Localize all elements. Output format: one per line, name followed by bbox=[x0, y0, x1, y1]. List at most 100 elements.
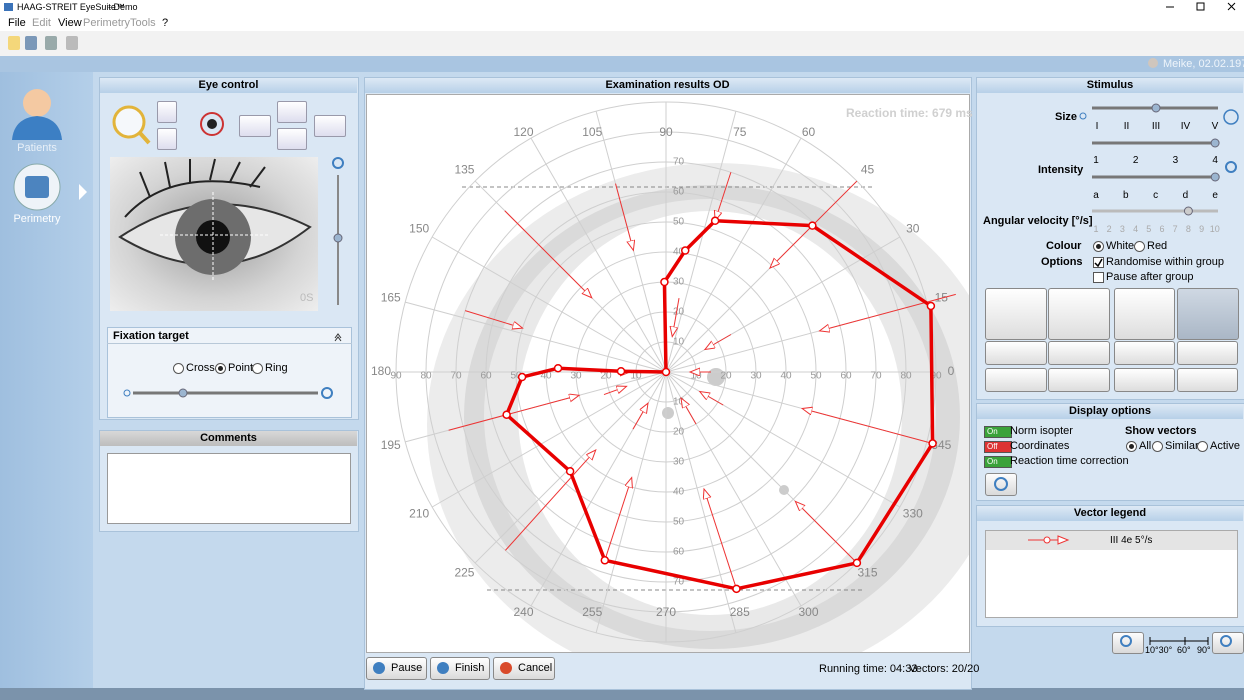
checkbox[interactable] bbox=[1093, 272, 1104, 283]
zoom-in-button[interactable] bbox=[1112, 632, 1144, 654]
menu-item[interactable]: Tools bbox=[130, 17, 156, 29]
panel-header: Display options bbox=[977, 404, 1243, 419]
vector-option: Similar bbox=[1165, 440, 1199, 452]
arrow-button[interactable] bbox=[157, 101, 177, 123]
angle-label: 300 bbox=[798, 605, 818, 619]
legend-entry: III 4e 5°/s bbox=[1110, 535, 1152, 546]
radio-button[interactable] bbox=[1152, 441, 1163, 452]
toggle-label: Norm isopter bbox=[1010, 425, 1073, 437]
isopter-point bbox=[567, 468, 574, 475]
tool-button[interactable] bbox=[985, 368, 1047, 392]
sidebar-label: Perimetry bbox=[13, 213, 60, 225]
comments-input[interactable] bbox=[107, 453, 351, 524]
angle-label: 255 bbox=[582, 605, 602, 619]
arrow-button[interactable] bbox=[277, 128, 307, 150]
angle-label: 285 bbox=[730, 605, 750, 619]
angle-label: 270 bbox=[656, 605, 676, 619]
toggle-label: Reaction time correction bbox=[1010, 455, 1129, 467]
menu-item[interactable]: Perimetry bbox=[83, 17, 130, 29]
angle-label: 0 bbox=[948, 364, 955, 378]
tool-button[interactable] bbox=[1048, 341, 1110, 365]
arrow-button[interactable] bbox=[157, 128, 177, 150]
tool-button[interactable] bbox=[1177, 368, 1238, 392]
check-path bbox=[1095, 259, 1102, 266]
radio-button[interactable] bbox=[1134, 241, 1145, 252]
button-label: Cancel bbox=[518, 662, 552, 674]
menu-item[interactable]: File bbox=[8, 17, 26, 29]
arrow-button[interactable] bbox=[277, 101, 307, 123]
radio-button[interactable] bbox=[1197, 441, 1208, 452]
tool-button[interactable] bbox=[1177, 288, 1239, 340]
zoom-label: 90° bbox=[1197, 645, 1211, 655]
option-label: Randomise within group bbox=[1106, 256, 1224, 268]
radio-button[interactable] bbox=[1093, 241, 1104, 252]
tool-button[interactable] bbox=[1048, 288, 1110, 340]
tool-button[interactable] bbox=[1114, 341, 1175, 365]
toggle-switch[interactable]: Off bbox=[984, 441, 1012, 453]
radio-button[interactable] bbox=[1126, 441, 1137, 452]
tool-button[interactable] bbox=[1114, 368, 1175, 392]
menu-item[interactable]: View bbox=[58, 17, 82, 29]
toggle-label: Coordinates bbox=[1010, 440, 1069, 452]
isopter-point bbox=[682, 247, 689, 254]
angle-label: 165 bbox=[381, 290, 401, 304]
separator bbox=[107, 343, 352, 344]
arrow-button[interactable] bbox=[314, 115, 346, 137]
menu-item[interactable]: ? bbox=[162, 17, 168, 29]
tool-button[interactable] bbox=[985, 288, 1047, 340]
window-controls[interactable] bbox=[1150, 0, 1244, 15]
radial-label: 60 bbox=[673, 547, 685, 558]
panel-header: Comments bbox=[100, 431, 357, 446]
radio-button[interactable] bbox=[173, 363, 184, 374]
tool-button[interactable] bbox=[985, 341, 1047, 365]
angle-label: 120 bbox=[513, 125, 533, 139]
control-button[interactable]: Finish bbox=[430, 657, 490, 680]
filter-tick: b bbox=[1123, 190, 1129, 201]
size-tick: II bbox=[1124, 121, 1130, 132]
angle-label: 180 bbox=[371, 364, 391, 378]
radio-button[interactable] bbox=[215, 363, 226, 374]
toggle-switch[interactable]: On bbox=[984, 426, 1012, 438]
panel-header: Eye control bbox=[100, 78, 357, 93]
toggle-switch[interactable]: On bbox=[984, 456, 1012, 468]
settings-button[interactable] bbox=[985, 473, 1017, 496]
control-button[interactable]: Pause bbox=[366, 657, 427, 680]
angle-label: 60 bbox=[802, 125, 816, 139]
size-tick: III bbox=[1152, 121, 1160, 132]
checkbox[interactable] bbox=[1093, 257, 1104, 268]
running-time: Running time: 04:33 bbox=[819, 663, 917, 675]
velocity-tick: 10 bbox=[1210, 224, 1220, 234]
angle-label: 30 bbox=[906, 222, 920, 236]
isopter-point bbox=[618, 368, 625, 375]
radio-dot bbox=[1129, 444, 1134, 449]
option-label: Pause after group bbox=[1106, 271, 1193, 283]
colour-label: Colour bbox=[1046, 240, 1081, 252]
zoom-label: 10°30° bbox=[1145, 645, 1172, 655]
vector-count: Vectors: 20/20 bbox=[909, 663, 979, 675]
tool-button[interactable] bbox=[1177, 341, 1238, 365]
size-tick: V bbox=[1212, 121, 1219, 132]
show-vectors-label: Show vectors bbox=[1125, 425, 1197, 437]
radial-label: 50 bbox=[673, 217, 685, 228]
radio-button[interactable] bbox=[252, 363, 263, 374]
zoom-label: 60° bbox=[1177, 645, 1191, 655]
radial-label: 80 bbox=[420, 371, 432, 382]
angle-label: 195 bbox=[381, 438, 401, 452]
app-logo bbox=[4, 3, 13, 11]
isopter-point bbox=[519, 374, 526, 381]
zoom-out-button[interactable] bbox=[1212, 632, 1244, 654]
isopter-point bbox=[712, 217, 719, 224]
angle-label: 105 bbox=[582, 125, 602, 139]
isopter-point bbox=[853, 559, 860, 566]
fixation-option: Ring bbox=[265, 362, 288, 374]
tool-button[interactable] bbox=[1048, 368, 1110, 392]
isopter-point bbox=[601, 557, 608, 564]
control-button[interactable]: Cancel bbox=[493, 657, 555, 680]
tool-button[interactable] bbox=[1114, 288, 1175, 340]
panel-header: Vector legend bbox=[977, 506, 1243, 521]
arrow-button[interactable] bbox=[239, 115, 271, 137]
velocity-tick: 5 bbox=[1146, 224, 1151, 234]
menu-item[interactable]: Edit bbox=[32, 17, 51, 29]
isopter-point bbox=[809, 222, 816, 229]
